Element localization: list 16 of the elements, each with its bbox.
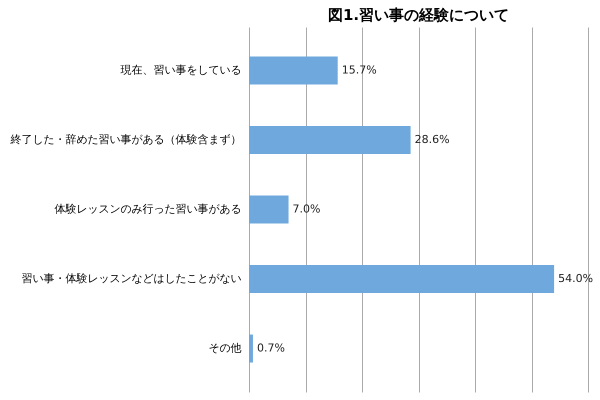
data-label: 28.6% [414,132,450,146]
y-tick-label: 現在、習い事をしている [120,63,242,76]
bar [249,126,411,154]
y-tick-label: 習い事・体験レッスンなどはしたことがない [22,272,242,286]
data-label: 7.0% [292,202,321,216]
data-label: 0.7% [256,342,285,355]
y-tick-label: その他 [208,342,242,355]
data-label: 54.0% [558,272,594,286]
data-label: 15.7% [342,63,377,76]
bar [249,56,338,84]
bar [249,265,554,294]
chart-title: 図1.習い事の経験について [328,6,510,24]
bar [249,196,289,224]
bar [249,334,253,363]
y-tick-label: 終了した・辞めた習い事がある（体験含まず） [10,132,242,146]
y-tick-label: 体験レッスンのみ行った習い事がある [54,202,242,216]
